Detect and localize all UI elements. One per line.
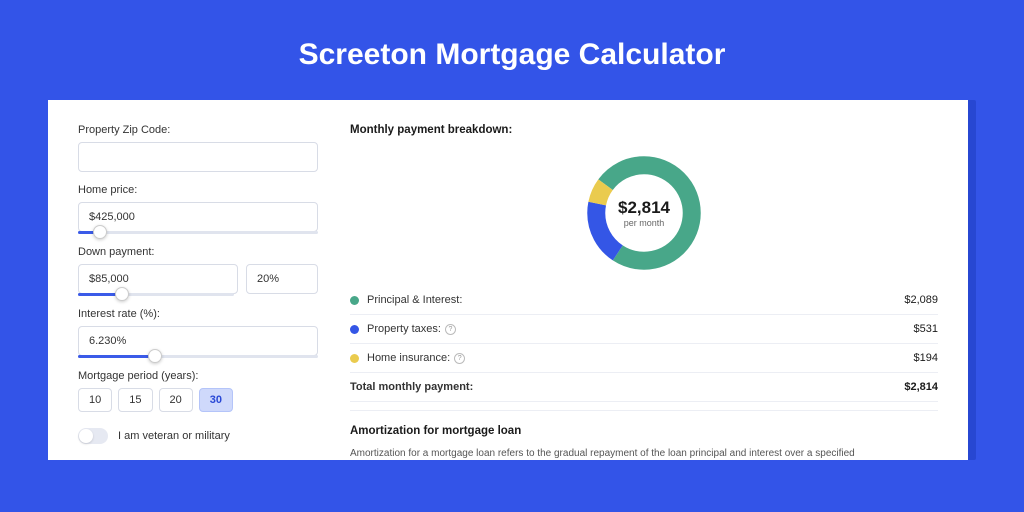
- interest-rate-input[interactable]: [78, 326, 318, 356]
- breakdown-label: Principal & Interest:: [367, 294, 904, 306]
- info-icon[interactable]: ?: [445, 324, 456, 335]
- card-shadow: Property Zip Code: Home price: Down paym…: [48, 100, 976, 460]
- breakdown-label-text: Home insurance:: [367, 352, 450, 364]
- field-home-price: Home price:: [78, 184, 318, 234]
- amortization-text: Amortization for a mortgage loan refers …: [350, 447, 938, 460]
- dot-icon: [350, 325, 359, 334]
- down-payment-slider[interactable]: [78, 293, 234, 296]
- page-title: Screeton Mortgage Calculator: [48, 38, 976, 72]
- field-mortgage-period: Mortgage period (years): 10 15 20 30: [78, 370, 318, 412]
- down-payment-percent-input[interactable]: [246, 264, 318, 294]
- mortgage-period-options: 10 15 20 30: [78, 388, 318, 412]
- donut-chart: $2,814 per month: [581, 150, 707, 276]
- period-button-30[interactable]: 30: [199, 388, 233, 412]
- donut-center: $2,814 per month: [618, 198, 670, 228]
- period-button-15[interactable]: 15: [118, 388, 152, 412]
- breakdown-panel: Monthly payment breakdown: $2,814 per mo…: [350, 124, 938, 460]
- breakdown-total-value: $2,814: [904, 381, 938, 393]
- veteran-toggle[interactable]: [78, 428, 108, 444]
- breakdown-row-taxes: Property taxes: ? $531: [350, 315, 938, 344]
- label-veteran: I am veteran or military: [118, 430, 230, 442]
- breakdown-total-label: Total monthly payment:: [350, 381, 904, 393]
- slider-thumb-icon[interactable]: [93, 225, 107, 239]
- breakdown-value: $194: [914, 352, 938, 364]
- slider-thumb-icon[interactable]: [148, 349, 162, 363]
- field-veteran: I am veteran or military: [78, 428, 318, 444]
- calculator-card: Property Zip Code: Home price: Down paym…: [48, 100, 968, 460]
- period-button-20[interactable]: 20: [159, 388, 193, 412]
- label-mortgage-period: Mortgage period (years):: [78, 370, 318, 382]
- label-zip: Property Zip Code:: [78, 124, 318, 136]
- home-price-input[interactable]: [78, 202, 318, 232]
- breakdown-title: Monthly payment breakdown:: [350, 124, 938, 136]
- field-zip: Property Zip Code:: [78, 124, 318, 172]
- breakdown-label-text: Property taxes:: [367, 323, 441, 335]
- down-payment-amount-input[interactable]: [78, 264, 238, 294]
- breakdown-value: $2,089: [904, 294, 938, 306]
- amortization-title: Amortization for mortgage loan: [350, 425, 938, 437]
- breakdown-row-total: Total monthly payment: $2,814: [350, 373, 938, 402]
- field-interest-rate: Interest rate (%):: [78, 308, 318, 358]
- amortization-section: Amortization for mortgage loan Amortizat…: [350, 410, 938, 460]
- label-interest-rate: Interest rate (%):: [78, 308, 318, 320]
- donut-chart-wrap: $2,814 per month: [350, 144, 938, 286]
- breakdown-label: Home insurance: ?: [367, 352, 914, 364]
- period-button-10[interactable]: 10: [78, 388, 112, 412]
- label-down-payment: Down payment:: [78, 246, 318, 258]
- label-home-price: Home price:: [78, 184, 318, 196]
- field-down-payment: Down payment:: [78, 246, 318, 296]
- breakdown-row-principal: Principal & Interest: $2,089: [350, 286, 938, 315]
- breakdown-label: Property taxes: ?: [367, 323, 914, 335]
- donut-total: $2,814: [618, 198, 670, 218]
- breakdown-value: $531: [914, 323, 938, 335]
- dot-icon: [350, 354, 359, 363]
- slider-thumb-icon[interactable]: [115, 287, 129, 301]
- interest-rate-slider[interactable]: [78, 355, 318, 358]
- zip-input[interactable]: [78, 142, 318, 172]
- dot-icon: [350, 296, 359, 305]
- toggle-knob-icon: [79, 429, 93, 443]
- form-panel: Property Zip Code: Home price: Down paym…: [78, 124, 318, 460]
- info-icon[interactable]: ?: [454, 353, 465, 364]
- home-price-slider[interactable]: [78, 231, 318, 234]
- breakdown-row-insurance: Home insurance: ? $194: [350, 344, 938, 373]
- donut-sublabel: per month: [618, 218, 670, 228]
